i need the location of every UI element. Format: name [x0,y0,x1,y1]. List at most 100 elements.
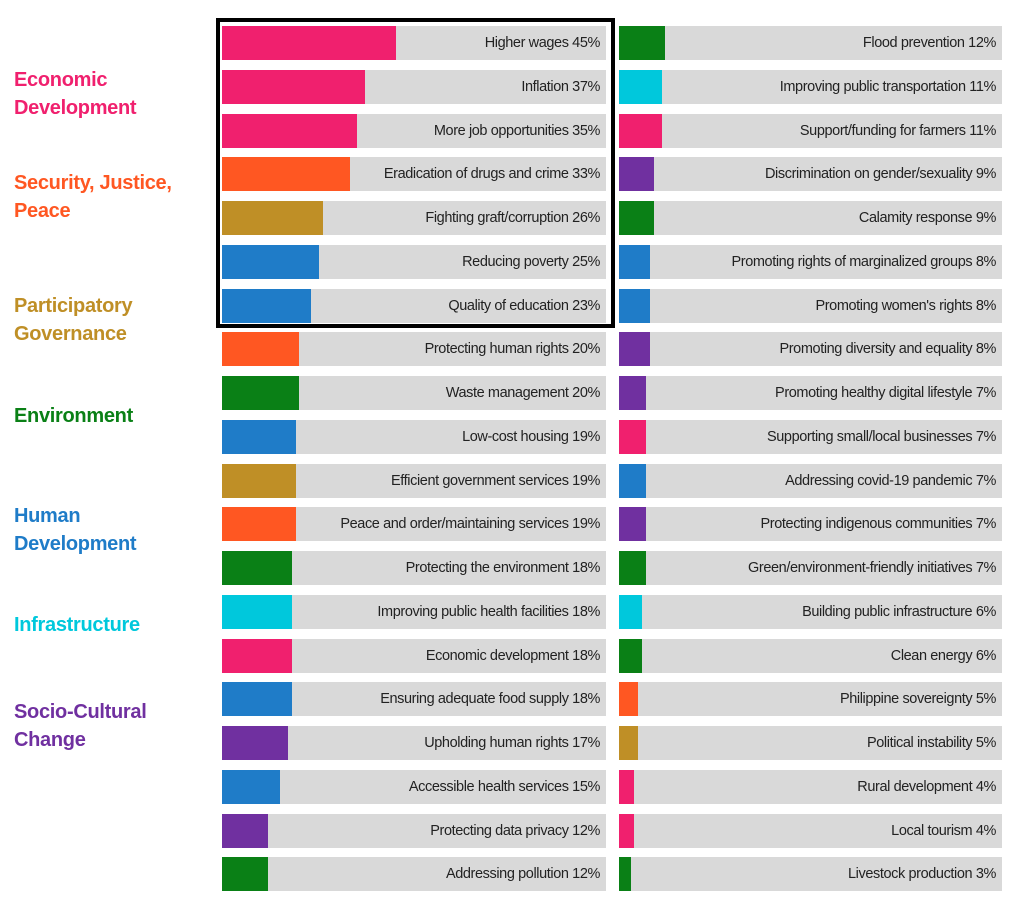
legend-participatory: Participatory Governance [14,292,133,348]
bar-row: Promoting rights of marginalized groups … [619,244,1002,279]
bar-infrastructure [619,594,643,629]
bar-row: Improving public health facilities 18% [222,594,606,629]
bar-sociocultural [619,507,647,542]
bar-row: Low-cost housing 19% [222,419,606,454]
bar-row: Inflation 37% [222,69,606,104]
bar-environment [222,857,269,892]
bar-row: Promoting healthy digital lifestyle 7% [619,376,1002,410]
bar-economic [619,813,635,848]
legend-environment: Environment [14,402,133,430]
bar-label: Promoting diversity and equality 8% [779,341,996,358]
bar-human [222,419,296,454]
legend-label: Participatory [14,295,133,317]
bar-row: Addressing pollution 12% [222,857,606,892]
bar-label: Addressing covid-19 pandemic 7% [785,472,996,489]
bar-row: Local tourism 4% [619,813,1002,848]
bar-participatory [619,726,639,760]
bar-row: Supporting small/local businesses 7% [619,419,1002,454]
legend-label: Development [14,533,137,555]
bar-label: Livestock production 3% [848,866,996,883]
bar-human [619,244,650,279]
bar-label: Protecting indigenous communities 7% [760,516,997,533]
bar-human [222,682,292,717]
bar-label: Addressing pollution 12% [445,866,600,883]
bar-row: Efficient government services 19% [222,463,606,498]
bar-row: Green/environment-friendly initiatives 7… [619,551,1002,585]
bar-participatory [222,463,296,498]
bar-sociocultural [619,157,654,192]
bar-label: Quality of education 23% [448,297,600,314]
bar-security [222,157,350,192]
bar-row: Calamity response 9% [619,201,1002,235]
bar-environment [619,638,643,673]
bar-label: Upholding human rights 17% [424,735,600,751]
bar-label: Improving public health facilities 18% [377,603,600,620]
bar-environment [222,376,300,410]
bar-row: Accessible health services 15% [222,769,606,804]
bar-human [222,288,311,323]
bar-human [222,769,281,804]
legend-label: Development [14,97,137,119]
bar-sociocultural [222,726,288,760]
bar-label: Eradication of drugs and crime 33% [383,166,601,183]
bar-row: Promoting women's rights 8% [619,288,1002,323]
bar-label: Local tourism 4% [891,822,996,839]
legend-label: Security, Justice, [14,172,172,194]
legend-label: Change [14,729,86,751]
bar-label: Political instability 5% [866,735,996,751]
bar-row: Quality of education 23% [222,288,606,323]
bar-label: Flood prevention 12% [862,35,996,51]
bar-environment [619,201,654,235]
bar-row: Economic development 18% [222,638,606,673]
legend-label: Infrastructure [14,614,140,636]
bar-row: Political instability 5% [619,726,1002,760]
bar-label: Philippine sovereignty 5% [839,691,996,708]
bar-label: Protecting the environment 18% [405,560,601,576]
bar-row: Waste management 20% [222,376,606,410]
bar-row: Promoting diversity and equality 8% [619,332,1002,367]
bar-security [222,332,300,367]
bar-label: Efficient government services 19% [391,472,600,489]
bar-economic [619,113,662,148]
bar-row: Building public infrastructure 6% [619,594,1002,629]
bar-economic [222,113,358,148]
bar-label: Higher wages 45% [484,35,601,51]
bar-row: Protecting indigenous communities 7% [619,507,1002,542]
bar-label: Promoting rights of marginalized groups … [731,253,997,270]
legend-label: Governance [14,323,127,345]
bar-label: Reducing poverty 25% [462,253,600,270]
bar-row: Protecting data privacy 12% [222,813,606,848]
bar-label: Rural development 4% [857,778,996,795]
bar-label: Accessible health services 15% [408,778,601,795]
bar-environment [222,551,292,585]
bar-label: Promoting healthy digital lifestyle 7% [775,385,996,401]
bar-human [619,463,647,498]
bar-row: Peace and order/maintaining services 19% [222,507,606,542]
bar-row: Addressing covid-19 pandemic 7% [619,463,1002,498]
bar-row: Flood prevention 12% [619,26,1002,60]
bar-label: Green/environment-friendly initiatives 7… [748,560,996,576]
bar-security [222,507,296,542]
bar-row: Rural development 4% [619,769,1002,804]
legend-label: Socio-Cultural [14,701,147,723]
legend-label: Economic [14,69,108,91]
bar-label: Clean energy 6% [890,647,997,664]
bar-row: Upholding human rights 17% [222,726,606,760]
bar-infrastructure [222,594,292,629]
bar-label: Discrimination on gender/sexuality 9% [764,166,996,183]
bar-security [619,682,639,717]
bar-label: Improving public transportation 11% [779,78,997,95]
bar-row: More job opportunities 35% [222,113,606,148]
bar-row: Livestock production 3% [619,857,1002,892]
legend-label: Environment [14,405,133,427]
legend-human: Human Development [14,502,137,558]
bar-participatory [222,201,323,235]
bar-row: Philippine sovereignty 5% [619,682,1002,717]
bar-economic [222,69,366,104]
bar-environment [619,26,666,60]
legend-sociocultural: Socio-Cultural Change [14,698,147,754]
bar-label: Ensuring adequate food supply 18% [380,691,600,708]
bar-label: Low-cost housing 19% [462,428,600,445]
legend-label: Peace [14,200,71,222]
bar-sociocultural [619,332,650,367]
